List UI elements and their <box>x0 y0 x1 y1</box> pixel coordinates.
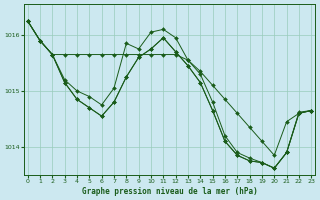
X-axis label: Graphe pression niveau de la mer (hPa): Graphe pression niveau de la mer (hPa) <box>82 187 257 196</box>
